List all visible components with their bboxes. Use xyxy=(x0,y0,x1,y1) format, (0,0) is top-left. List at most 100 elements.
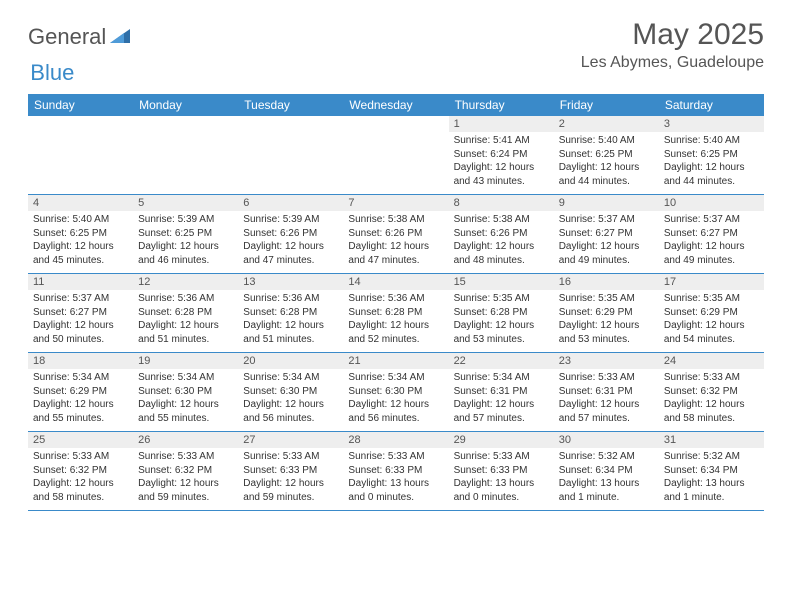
day-details: Sunrise: 5:33 AMSunset: 6:33 PMDaylight:… xyxy=(238,448,343,508)
sunrise-line: Sunrise: 5:35 AM xyxy=(664,292,759,306)
sunrise-line: Sunrise: 5:33 AM xyxy=(348,450,443,464)
day-details: Sunrise: 5:37 AMSunset: 6:27 PMDaylight:… xyxy=(28,290,133,350)
day-number: 9 xyxy=(554,195,659,211)
sunset-line: Sunset: 6:28 PM xyxy=(348,306,443,320)
day-number: 21 xyxy=(343,353,448,369)
daylight-line: Daylight: 13 hours and 1 minute. xyxy=(664,477,759,504)
day-details: Sunrise: 5:33 AMSunset: 6:33 PMDaylight:… xyxy=(343,448,448,508)
day-cell: 25Sunrise: 5:33 AMSunset: 6:32 PMDayligh… xyxy=(28,432,133,510)
day-cell: 22 Sunrise: 5:34 AMSunset: 6:31 PMDayligh… xyxy=(449,353,554,431)
daylight-line: Daylight: 12 hours and 46 minutes. xyxy=(138,240,233,267)
day-cell: 1Sunrise: 5:41 AMSunset: 6:24 PMDaylight… xyxy=(449,116,554,194)
daylight-line: Daylight: 12 hours and 44 minutes. xyxy=(559,161,654,188)
day-details: Sunrise: 5:33 AMSunset: 6:32 PMDaylight:… xyxy=(133,448,238,508)
daylight-line: Daylight: 12 hours and 56 minutes. xyxy=(243,398,338,425)
sunset-line: Sunset: 6:30 PM xyxy=(348,385,443,399)
day-details: Sunrise: 5:39 AMSunset: 6:25 PMDaylight:… xyxy=(133,211,238,271)
week-row: 25Sunrise: 5:33 AMSunset: 6:32 PMDayligh… xyxy=(28,432,764,511)
day-cell: 24Sunrise: 5:33 AMSunset: 6:32 PMDayligh… xyxy=(659,353,764,431)
day-number: 26 xyxy=(133,432,238,448)
sunset-line: Sunset: 6:28 PM xyxy=(138,306,233,320)
sunset-line: Sunset: 6:26 PM xyxy=(243,227,338,241)
daylight-line: Daylight: 13 hours and 1 minute. xyxy=(559,477,654,504)
sunset-line: Sunset: 6:25 PM xyxy=(138,227,233,241)
day-number: 12 xyxy=(133,274,238,290)
day-number: 19 xyxy=(133,353,238,369)
title-block: May 2025 Les Abymes, Guadeloupe xyxy=(581,18,764,72)
day-details: Sunrise: 5:34 AMSunset: 6:30 PMDaylight:… xyxy=(133,369,238,429)
daylight-line: Daylight: 12 hours and 59 minutes. xyxy=(138,477,233,504)
day-number: 22 xyxy=(449,353,554,369)
day-cell: 17Sunrise: 5:35 AMSunset: 6:29 PMDayligh… xyxy=(659,274,764,352)
sunset-line: Sunset: 6:25 PM xyxy=(664,148,759,162)
day-number: 7 xyxy=(343,195,448,211)
day-details: Sunrise: 5:33 AMSunset: 6:33 PMDaylight:… xyxy=(449,448,554,508)
day-details: Sunrise: 5:36 AMSunset: 6:28 PMDaylight:… xyxy=(238,290,343,350)
day-cell: 6Sunrise: 5:39 AMSunset: 6:26 PMDaylight… xyxy=(238,195,343,273)
sunrise-line: Sunrise: 5:34 AM xyxy=(348,371,443,385)
daylight-line: Daylight: 12 hours and 56 minutes. xyxy=(348,398,443,425)
daylight-line: Daylight: 12 hours and 58 minutes. xyxy=(664,398,759,425)
dow-saturday: Saturday xyxy=(659,94,764,116)
dow-tuesday: Tuesday xyxy=(238,94,343,116)
sunset-line: Sunset: 6:29 PM xyxy=(664,306,759,320)
daylight-line: Daylight: 12 hours and 53 minutes. xyxy=(559,319,654,346)
sunrise-line: Sunrise: 5:34 AM xyxy=(138,371,233,385)
day-details: Sunrise: 5:34 AMSunset: 6:29 PMDaylight:… xyxy=(28,369,133,429)
day-number: 3 xyxy=(659,116,764,132)
day-cell: 13Sunrise: 5:36 AMSunset: 6:28 PMDayligh… xyxy=(238,274,343,352)
day-cell: 20Sunrise: 5:34 AMSunset: 6:30 PMDayligh… xyxy=(238,353,343,431)
daylight-line: Daylight: 12 hours and 58 minutes. xyxy=(33,477,128,504)
day-details: Sunrise: 5:35 AMSunset: 6:28 PMDaylight:… xyxy=(449,290,554,350)
daylight-line: Daylight: 12 hours and 51 minutes. xyxy=(243,319,338,346)
month-title: May 2025 xyxy=(581,18,764,52)
day-cell: 19Sunrise: 5:34 AMSunset: 6:30 PMDayligh… xyxy=(133,353,238,431)
day-cell: 30Sunrise: 5:32 AMSunset: 6:34 PMDayligh… xyxy=(554,432,659,510)
sunrise-line: Sunrise: 5:40 AM xyxy=(33,213,128,227)
day-cell: 7Sunrise: 5:38 AMSunset: 6:26 PMDaylight… xyxy=(343,195,448,273)
sunrise-line: Sunrise: 5:34 AM xyxy=(454,371,549,385)
sunrise-line: Sunrise: 5:39 AM xyxy=(243,213,338,227)
daylight-line: Daylight: 12 hours and 53 minutes. xyxy=(454,319,549,346)
brand-logo: General xyxy=(28,18,132,50)
sunset-line: Sunset: 6:34 PM xyxy=(664,464,759,478)
weeks-container: 1Sunrise: 5:41 AMSunset: 6:24 PMDaylight… xyxy=(28,116,764,511)
sunrise-line: Sunrise: 5:36 AM xyxy=(138,292,233,306)
sunrise-line: Sunrise: 5:40 AM xyxy=(664,134,759,148)
sunset-line: Sunset: 6:32 PM xyxy=(664,385,759,399)
day-cell: 2Sunrise: 5:40 AMSunset: 6:25 PMDaylight… xyxy=(554,116,659,194)
sunset-line: Sunset: 6:26 PM xyxy=(454,227,549,241)
sunset-line: Sunset: 6:27 PM xyxy=(559,227,654,241)
daylight-line: Daylight: 12 hours and 55 minutes. xyxy=(138,398,233,425)
day-number: 18 xyxy=(28,353,133,369)
daylight-line: Daylight: 13 hours and 0 minutes. xyxy=(348,477,443,504)
day-cell: 4Sunrise: 5:40 AMSunset: 6:25 PMDaylight… xyxy=(28,195,133,273)
day-details: Sunrise: 5:37 AMSunset: 6:27 PMDaylight:… xyxy=(659,211,764,271)
sunrise-line: Sunrise: 5:33 AM xyxy=(454,450,549,464)
sunrise-line: Sunrise: 5:33 AM xyxy=(243,450,338,464)
day-cell: 5Sunrise: 5:39 AMSunset: 6:25 PMDaylight… xyxy=(133,195,238,273)
day-cell: 15Sunrise: 5:35 AMSunset: 6:28 PMDayligh… xyxy=(449,274,554,352)
brand-name-blue: Blue xyxy=(30,60,74,86)
day-details: Sunrise: 5:38 AMSunset: 6:26 PMDaylight:… xyxy=(449,211,554,271)
dow-monday: Monday xyxy=(133,94,238,116)
daylight-line: Daylight: 12 hours and 44 minutes. xyxy=(664,161,759,188)
daylight-line: Daylight: 12 hours and 59 minutes. xyxy=(243,477,338,504)
sunrise-line: Sunrise: 5:34 AM xyxy=(33,371,128,385)
day-details: Sunrise: 5:40 AMSunset: 6:25 PMDaylight:… xyxy=(659,132,764,192)
daylight-line: Daylight: 12 hours and 57 minutes. xyxy=(454,398,549,425)
daylight-line: Daylight: 12 hours and 47 minutes. xyxy=(243,240,338,267)
day-details: Sunrise: 5:41 AMSunset: 6:24 PMDaylight:… xyxy=(449,132,554,192)
day-number: 2 xyxy=(554,116,659,132)
day-number: 27 xyxy=(238,432,343,448)
day-cell: 14Sunrise: 5:36 AMSunset: 6:28 PMDayligh… xyxy=(343,274,448,352)
location: Les Abymes, Guadeloupe xyxy=(581,54,764,72)
daylight-line: Daylight: 12 hours and 49 minutes. xyxy=(664,240,759,267)
sunset-line: Sunset: 6:33 PM xyxy=(454,464,549,478)
day-details: Sunrise: 5:35 AMSunset: 6:29 PMDaylight:… xyxy=(659,290,764,350)
day-cell: 11Sunrise: 5:37 AMSunset: 6:27 PMDayligh… xyxy=(28,274,133,352)
day-number: 5 xyxy=(133,195,238,211)
day-number: 25 xyxy=(28,432,133,448)
daylight-line: Daylight: 12 hours and 54 minutes. xyxy=(664,319,759,346)
sunset-line: Sunset: 6:31 PM xyxy=(454,385,549,399)
